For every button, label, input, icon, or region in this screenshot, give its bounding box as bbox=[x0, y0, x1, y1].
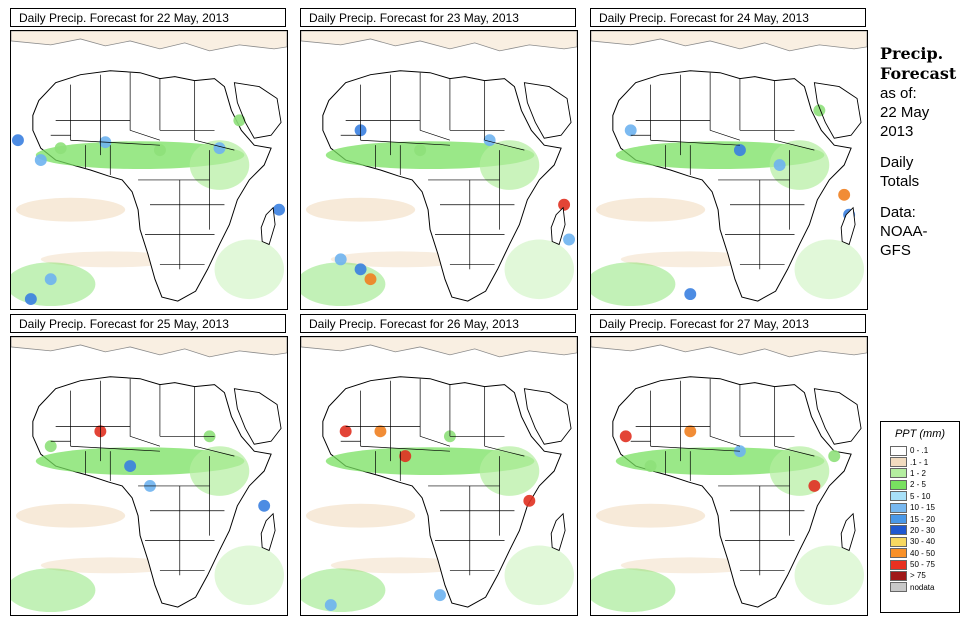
precip-map bbox=[10, 336, 288, 616]
precip-map bbox=[300, 336, 578, 616]
madagascar-outline bbox=[550, 206, 566, 246]
panel-title: Daily Precip. Forecast for 25 May, 2013 bbox=[10, 314, 286, 333]
legend-label: 40 - 50 bbox=[910, 548, 935, 558]
legend-item: 50 - 75 bbox=[881, 559, 959, 570]
legend-label: 5 - 10 bbox=[910, 491, 931, 501]
legend-swatch bbox=[890, 457, 907, 468]
panel-title: Daily Precip. Forecast for 27 May, 2013 bbox=[590, 314, 866, 333]
europe-landmass bbox=[301, 31, 577, 52]
panel-title: Daily Precip. Forecast for 23 May, 2013 bbox=[300, 8, 576, 27]
data-label: Data: bbox=[880, 204, 916, 221]
legend-label: 2 - 5 bbox=[910, 480, 927, 490]
legend-label: 30 - 40 bbox=[910, 537, 935, 547]
legend-label: nodata bbox=[910, 582, 935, 592]
africa-outline bbox=[322, 70, 562, 302]
forecast-panel: Daily Precip. Forecast for 24 May, 2013 bbox=[590, 8, 868, 310]
legend-swatch bbox=[890, 525, 907, 536]
legend-label: 20 - 30 bbox=[910, 525, 935, 535]
forecast-panel: Daily Precip. Forecast for 27 May, 2013 bbox=[590, 314, 868, 616]
legend-swatch bbox=[890, 445, 907, 456]
arabia-outline bbox=[233, 82, 282, 139]
legend-label: .1 - 1 bbox=[910, 457, 929, 467]
legend-label: 10 - 15 bbox=[910, 503, 935, 513]
as-of-date: 22 May bbox=[880, 104, 930, 121]
legend-item: 1 - 2 bbox=[881, 468, 959, 479]
legend-item: 0 - .1 bbox=[881, 445, 959, 456]
legend-label: > 75 bbox=[910, 571, 926, 581]
legend-item: 10 - 15 bbox=[881, 502, 959, 513]
legend-swatch bbox=[890, 514, 907, 525]
legend-item: 40 - 50 bbox=[881, 548, 959, 559]
precip-map bbox=[300, 30, 578, 310]
africa-outline bbox=[32, 70, 272, 302]
legend-item: > 75 bbox=[881, 570, 959, 581]
legend-label: 50 - 75 bbox=[910, 560, 935, 570]
legend-swatch bbox=[890, 468, 907, 479]
europe-landmass bbox=[11, 337, 287, 358]
legend-swatch bbox=[890, 491, 907, 502]
precip-map bbox=[590, 336, 868, 616]
madagascar-outline bbox=[260, 206, 276, 246]
madagascar-outline bbox=[840, 206, 856, 246]
europe-landmass bbox=[591, 337, 867, 358]
legend-label: 1 - 2 bbox=[910, 468, 927, 478]
panel-title: Daily Precip. Forecast for 24 May, 2013 bbox=[590, 8, 866, 27]
legend-swatch bbox=[890, 582, 907, 593]
as-of-year: 2013 bbox=[880, 123, 914, 140]
legend-item: 30 - 40 bbox=[881, 536, 959, 547]
forecast-panel: Daily Precip. Forecast for 25 May, 2013 bbox=[10, 314, 288, 616]
europe-landmass bbox=[11, 31, 287, 52]
europe-landmass bbox=[591, 31, 867, 52]
legend-item: nodata bbox=[881, 582, 959, 593]
forecast-panel: Daily Precip. Forecast for 23 May, 2013 bbox=[300, 8, 578, 310]
legend-item: .1 - 1 bbox=[881, 456, 959, 468]
madagascar-outline bbox=[260, 512, 276, 552]
legend-item: 5 - 10 bbox=[881, 491, 959, 502]
legend-label: 15 - 20 bbox=[910, 514, 935, 524]
europe-landmass bbox=[301, 337, 577, 358]
forecast-panel: Daily Precip. Forecast for 22 May, 2013 bbox=[10, 8, 288, 310]
as-of-label: as of: bbox=[880, 85, 917, 102]
legend-swatch bbox=[890, 570, 907, 581]
arabia-outline bbox=[523, 82, 572, 139]
legend-label: 0 - .1 bbox=[910, 446, 929, 456]
title-line-2: Forecast bbox=[880, 64, 957, 83]
panel-title: Daily Precip. Forecast for 26 May, 2013 bbox=[300, 314, 576, 333]
madagascar-outline bbox=[550, 512, 566, 552]
arabia-outline bbox=[813, 388, 862, 445]
title-line-1: Precip. bbox=[880, 44, 944, 63]
daily-label: Daily bbox=[880, 154, 914, 171]
map-description: Precip. Forecast as of: 22 May 2013 Dail… bbox=[880, 44, 964, 260]
legend-item: 20 - 30 bbox=[881, 525, 959, 536]
legend-swatch bbox=[890, 548, 907, 559]
precip-map bbox=[590, 30, 868, 310]
forecast-panel: Daily Precip. Forecast for 26 May, 2013 bbox=[300, 314, 578, 616]
legend-item: 15 - 20 bbox=[881, 513, 959, 525]
totals-label: Totals bbox=[880, 173, 920, 190]
legend-title: PPT (mm) bbox=[894, 428, 946, 440]
data-source-1: NOAA- bbox=[880, 223, 928, 240]
legend-swatch bbox=[890, 502, 907, 513]
precip-map bbox=[10, 30, 288, 310]
arabia-outline bbox=[233, 388, 282, 445]
data-source-2: GFS bbox=[880, 242, 911, 259]
africa-outline bbox=[612, 376, 852, 608]
legend-swatch bbox=[890, 559, 907, 570]
legend-swatch bbox=[890, 536, 907, 547]
legend-swatch bbox=[890, 479, 907, 490]
africa-outline bbox=[612, 70, 852, 302]
arabia-outline bbox=[813, 82, 862, 139]
madagascar-outline bbox=[840, 512, 856, 552]
legend-item: 2 - 5 bbox=[881, 479, 959, 490]
panel-title: Daily Precip. Forecast for 22 May, 2013 bbox=[10, 8, 286, 27]
arabia-outline bbox=[523, 388, 572, 445]
